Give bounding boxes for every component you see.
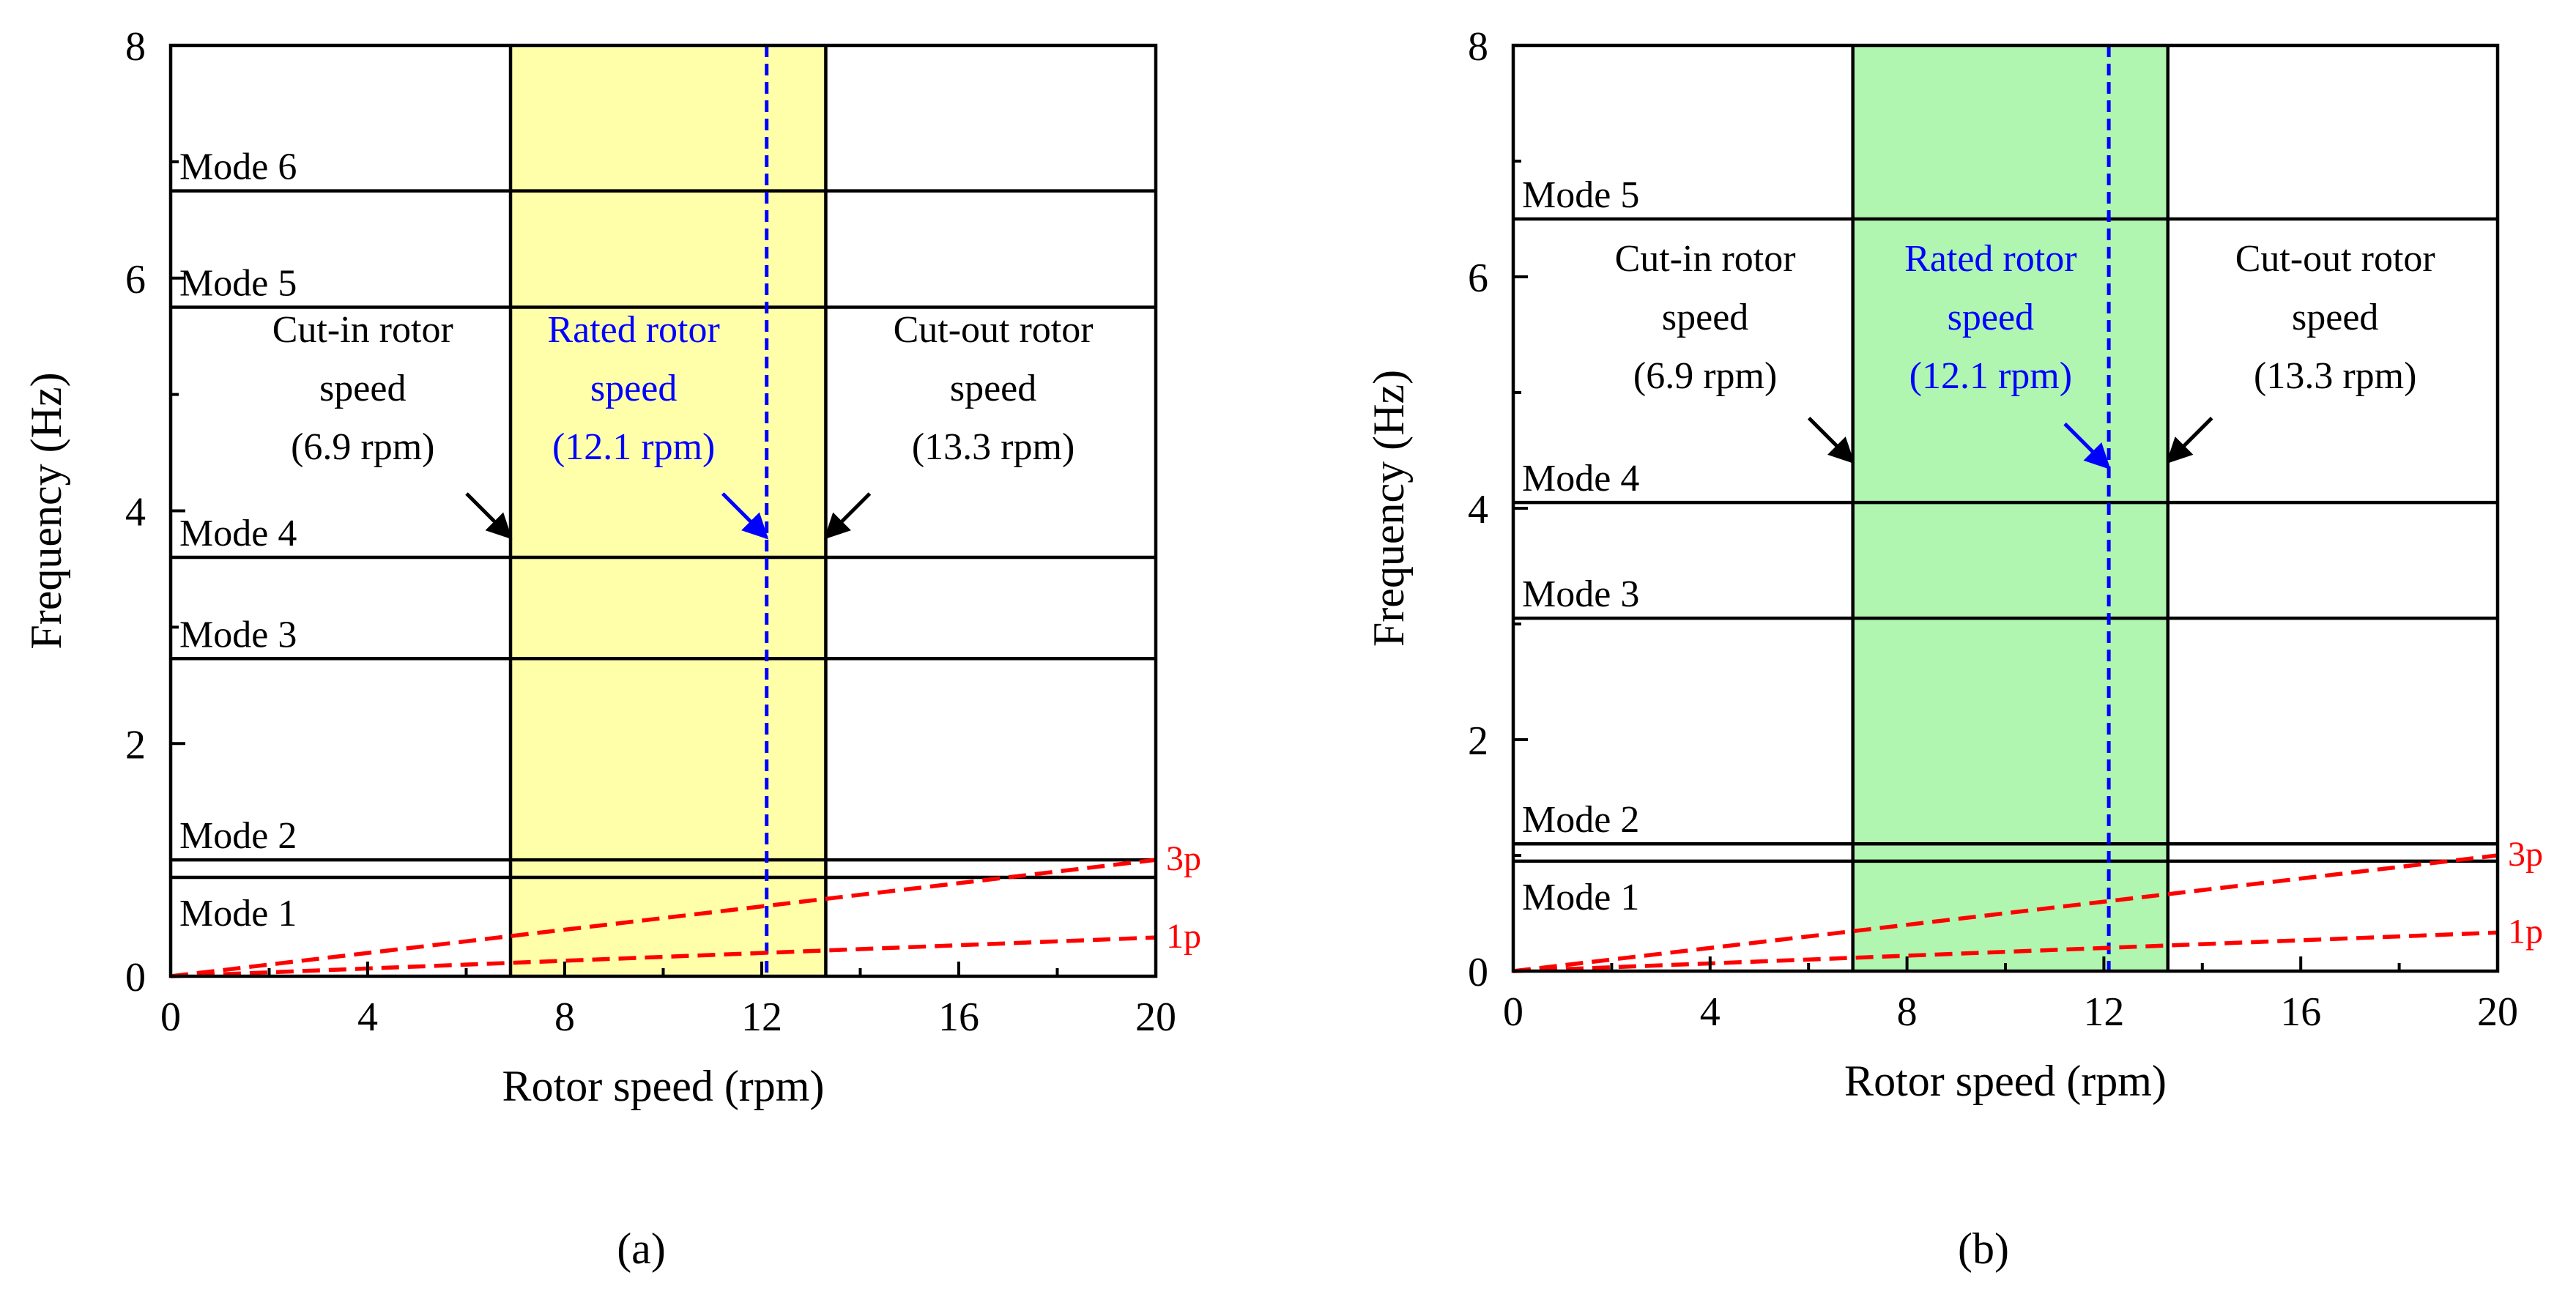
annotation-text: (6.9 rpm) (1633, 355, 1777, 397)
y-tick-label: 2 (1468, 718, 1488, 764)
panel-caption: (a) (617, 1224, 666, 1273)
x-tick-label: 0 (160, 995, 181, 1040)
x-tick-label: 20 (2477, 989, 2518, 1035)
y-tick-label: 6 (1468, 256, 1488, 301)
x-tick-label: 12 (741, 995, 782, 1040)
y-tick-label: 0 (1468, 950, 1488, 995)
annotation-text: (12.1 rpm) (552, 426, 715, 468)
series-label: 3p (1166, 839, 1201, 878)
series-line (170, 935, 1157, 978)
mode-label: Mode 2 (179, 815, 297, 857)
x-tick-label: 0 (1503, 989, 1523, 1035)
annotation-arrow (1807, 417, 1855, 464)
annotation-text: (6.9 rpm) (291, 426, 434, 468)
x-tick-label: 20 (1135, 995, 1176, 1040)
y-tick-label: 4 (125, 490, 146, 535)
series-line (1512, 930, 2498, 973)
annotation-arrow (721, 492, 769, 540)
annotation-text: speed (1948, 297, 2034, 338)
mode-label: Mode 5 (179, 262, 297, 304)
annotation-text: Rated rotor (1904, 238, 2076, 280)
annotation-text: speed (1662, 297, 1748, 338)
y-tick-label: 8 (1468, 24, 1488, 70)
y-tick-label: 6 (125, 257, 146, 302)
mode-label: Mode 4 (179, 513, 297, 554)
x-tick-label: 4 (1700, 989, 1721, 1035)
series-line (170, 858, 1157, 978)
mode-label: Mode 3 (179, 614, 297, 655)
annotation-text: speed (950, 368, 1036, 409)
series-label: 3p (2508, 835, 2543, 874)
annotation-text: Cut-out rotor (894, 309, 1094, 351)
y-axis-title: Frequency (Hz) (1365, 370, 1413, 647)
series-label: 1p (1166, 917, 1201, 956)
annotation-text: (13.3 rpm) (912, 426, 1074, 468)
annotation-arrow (2063, 422, 2111, 470)
x-axis-title: Rotor speed (rpm) (502, 1062, 825, 1110)
x-axis-title: Rotor speed (rpm) (1844, 1057, 2167, 1105)
annotation-text: speed (319, 368, 406, 409)
y-tick-label: 4 (1468, 487, 1488, 532)
x-tick-label: 4 (357, 995, 378, 1040)
x-tick-label: 8 (554, 995, 575, 1040)
annotation-text: (12.1 rpm) (1909, 355, 2072, 397)
operating-band (511, 45, 826, 976)
y-axis-title: Frequency (Hz) (22, 372, 70, 649)
annotation-text: Cut-in rotor (1615, 238, 1796, 280)
mode-label: Mode 4 (1522, 458, 1639, 499)
x-tick-label: 12 (2083, 989, 2124, 1035)
mode-label: Mode 5 (1522, 174, 1639, 216)
panel-a: 1p 3p 0 4 8 12 16 20 0 2 4 6 8 Rotor speed (rpm) Frequ… (22, 24, 1201, 1273)
series-line (1512, 853, 2498, 973)
mode-label: Mode 1 (179, 893, 297, 934)
y-tick-label: 0 (125, 955, 146, 1000)
mode-label: Mode 3 (1522, 573, 1639, 615)
annotation-text: speed (590, 368, 677, 409)
annotation-text: Cut-in rotor (272, 309, 453, 351)
mode-label: Mode 2 (1522, 799, 1639, 841)
x-tick-label: 16 (938, 995, 979, 1040)
panel-b: 1p 3p 0 4 8 12 16 20 0 2 4 6 8 Rotor speed (rpm) Frequ… (1365, 24, 2543, 1273)
x-tick-label: 16 (2280, 989, 2321, 1035)
annotation-arrow (465, 492, 513, 540)
annotation-text: Rated rotor (547, 309, 719, 351)
series-label: 1p (2508, 912, 2543, 951)
y-tick-label: 8 (125, 24, 146, 70)
annotation-arrow (2166, 417, 2213, 464)
annotation-arrow (823, 492, 872, 540)
panel-caption: (b) (1958, 1224, 2009, 1273)
mode-label: Mode 1 (1522, 877, 1639, 918)
annotation-text: Cut-out rotor (2235, 238, 2435, 280)
operating-band (1852, 45, 2168, 971)
annotation-text: (13.3 rpm) (2254, 355, 2416, 397)
y-tick-label: 2 (125, 722, 146, 768)
mode-label: Mode 6 (179, 146, 297, 188)
x-tick-label: 8 (1897, 989, 1918, 1035)
annotation-text: speed (2292, 297, 2378, 338)
